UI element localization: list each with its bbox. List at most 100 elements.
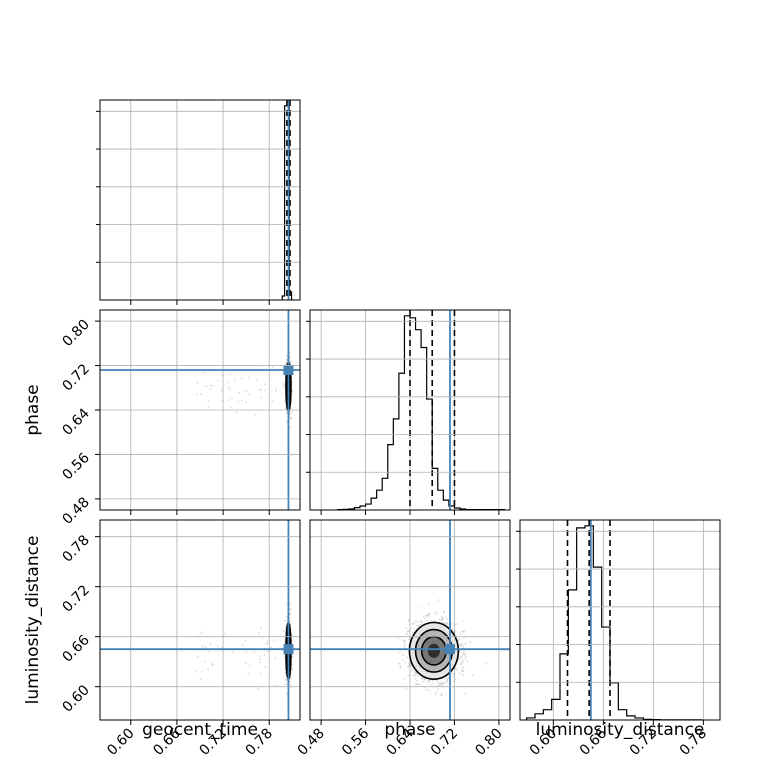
sample-point: [285, 361, 287, 364]
sample-point: [199, 632, 202, 635]
sample-point: [419, 621, 422, 624]
density-contour: [427, 643, 440, 658]
sample-point: [453, 673, 456, 676]
sample-point: [290, 411, 292, 414]
sample-point: [438, 684, 440, 686]
sample-point: [447, 674, 450, 677]
sample-point: [458, 658, 460, 660]
sample-point: [289, 612, 292, 615]
sample-point: [460, 656, 463, 659]
sample-point: [406, 656, 408, 659]
sample-point: [205, 385, 208, 387]
sample-point: [464, 658, 467, 661]
panel-geocent_time-geocent_time: [96, 99, 301, 305]
sample-point: [286, 358, 288, 361]
sample-point: [427, 603, 430, 605]
sample-point: [456, 668, 458, 671]
sample-point: [259, 388, 261, 391]
sample-point: [427, 689, 430, 692]
sample-point: [462, 644, 464, 647]
sample-point: [411, 669, 413, 672]
sample-point: [421, 677, 424, 680]
sample-point: [207, 406, 210, 409]
sample-point: [407, 665, 410, 668]
sample-point: [462, 666, 465, 669]
sample-point: [463, 637, 465, 640]
sample-point: [421, 621, 424, 623]
sample-point: [462, 670, 465, 673]
sample-point: [207, 400, 210, 403]
sample-point: [459, 650, 461, 653]
panel-frame: [519, 519, 721, 721]
x-axis-label-phase: phase: [384, 720, 435, 740]
sample-point: [221, 400, 223, 402]
sample-point: [444, 677, 447, 680]
sample-point: [231, 397, 233, 400]
sample-point: [426, 681, 429, 684]
y-tick-label: 0.64: [59, 405, 92, 438]
sample-point: [426, 614, 429, 617]
sample-point: [443, 610, 445, 613]
sample-point: [454, 667, 457, 670]
sample-point: [460, 659, 463, 662]
sample-point: [423, 678, 426, 681]
sample-point: [442, 611, 445, 614]
sample-point: [406, 630, 409, 632]
sample-point: [406, 632, 408, 635]
sample-point: [289, 418, 292, 420]
sample-point: [232, 651, 234, 654]
sample-point: [267, 650, 270, 653]
sample-point: [414, 671, 417, 673]
sample-point: [417, 621, 420, 624]
sample-point: [439, 681, 442, 684]
sample-point: [240, 377, 243, 380]
sample-point: [402, 639, 405, 642]
sample-point: [211, 664, 214, 666]
sample-point: [211, 385, 214, 387]
sample-point: [413, 674, 416, 677]
sample-point: [260, 627, 262, 630]
sample-point: [485, 662, 488, 665]
sample-point: [446, 678, 449, 680]
sample-point: [284, 625, 287, 627]
sample-point: [227, 381, 230, 384]
sample-point: [446, 679, 448, 682]
sample-point: [263, 654, 266, 657]
sample-point: [462, 659, 465, 662]
sample-point: [284, 619, 287, 622]
sample-point: [196, 381, 199, 384]
sample-point: [264, 666, 267, 668]
sample-point: [264, 389, 267, 392]
sample-point: [408, 663, 410, 665]
sample-point: [412, 675, 415, 677]
sample-point: [446, 680, 448, 683]
sample-point: [442, 682, 445, 685]
sample-point: [229, 373, 232, 376]
sample-point: [435, 691, 438, 694]
y-tick-label: 0.48: [59, 494, 92, 527]
sample-point: [398, 652, 401, 655]
sample-point: [247, 376, 250, 379]
x-tick-label: 0.80: [472, 726, 505, 759]
sample-point: [200, 670, 203, 673]
sample-point: [259, 655, 261, 657]
sample-point: [209, 643, 212, 645]
sample-point: [204, 660, 207, 663]
sample-point: [283, 620, 286, 622]
sample-point: [462, 652, 465, 655]
sample-point: [437, 681, 439, 684]
sample-point: [441, 618, 444, 621]
sample-point: [422, 680, 425, 683]
sample-point: [254, 413, 257, 416]
sample-point: [418, 624, 421, 627]
sample-point: [463, 650, 466, 653]
sample-point: [458, 672, 461, 675]
sample-point: [441, 618, 444, 621]
sample-point: [408, 618, 411, 621]
sample-point: [290, 668, 293, 671]
sample-point: [464, 653, 467, 656]
sample-point: [204, 646, 207, 649]
sample-point: [286, 411, 289, 414]
sample-point: [415, 620, 417, 623]
